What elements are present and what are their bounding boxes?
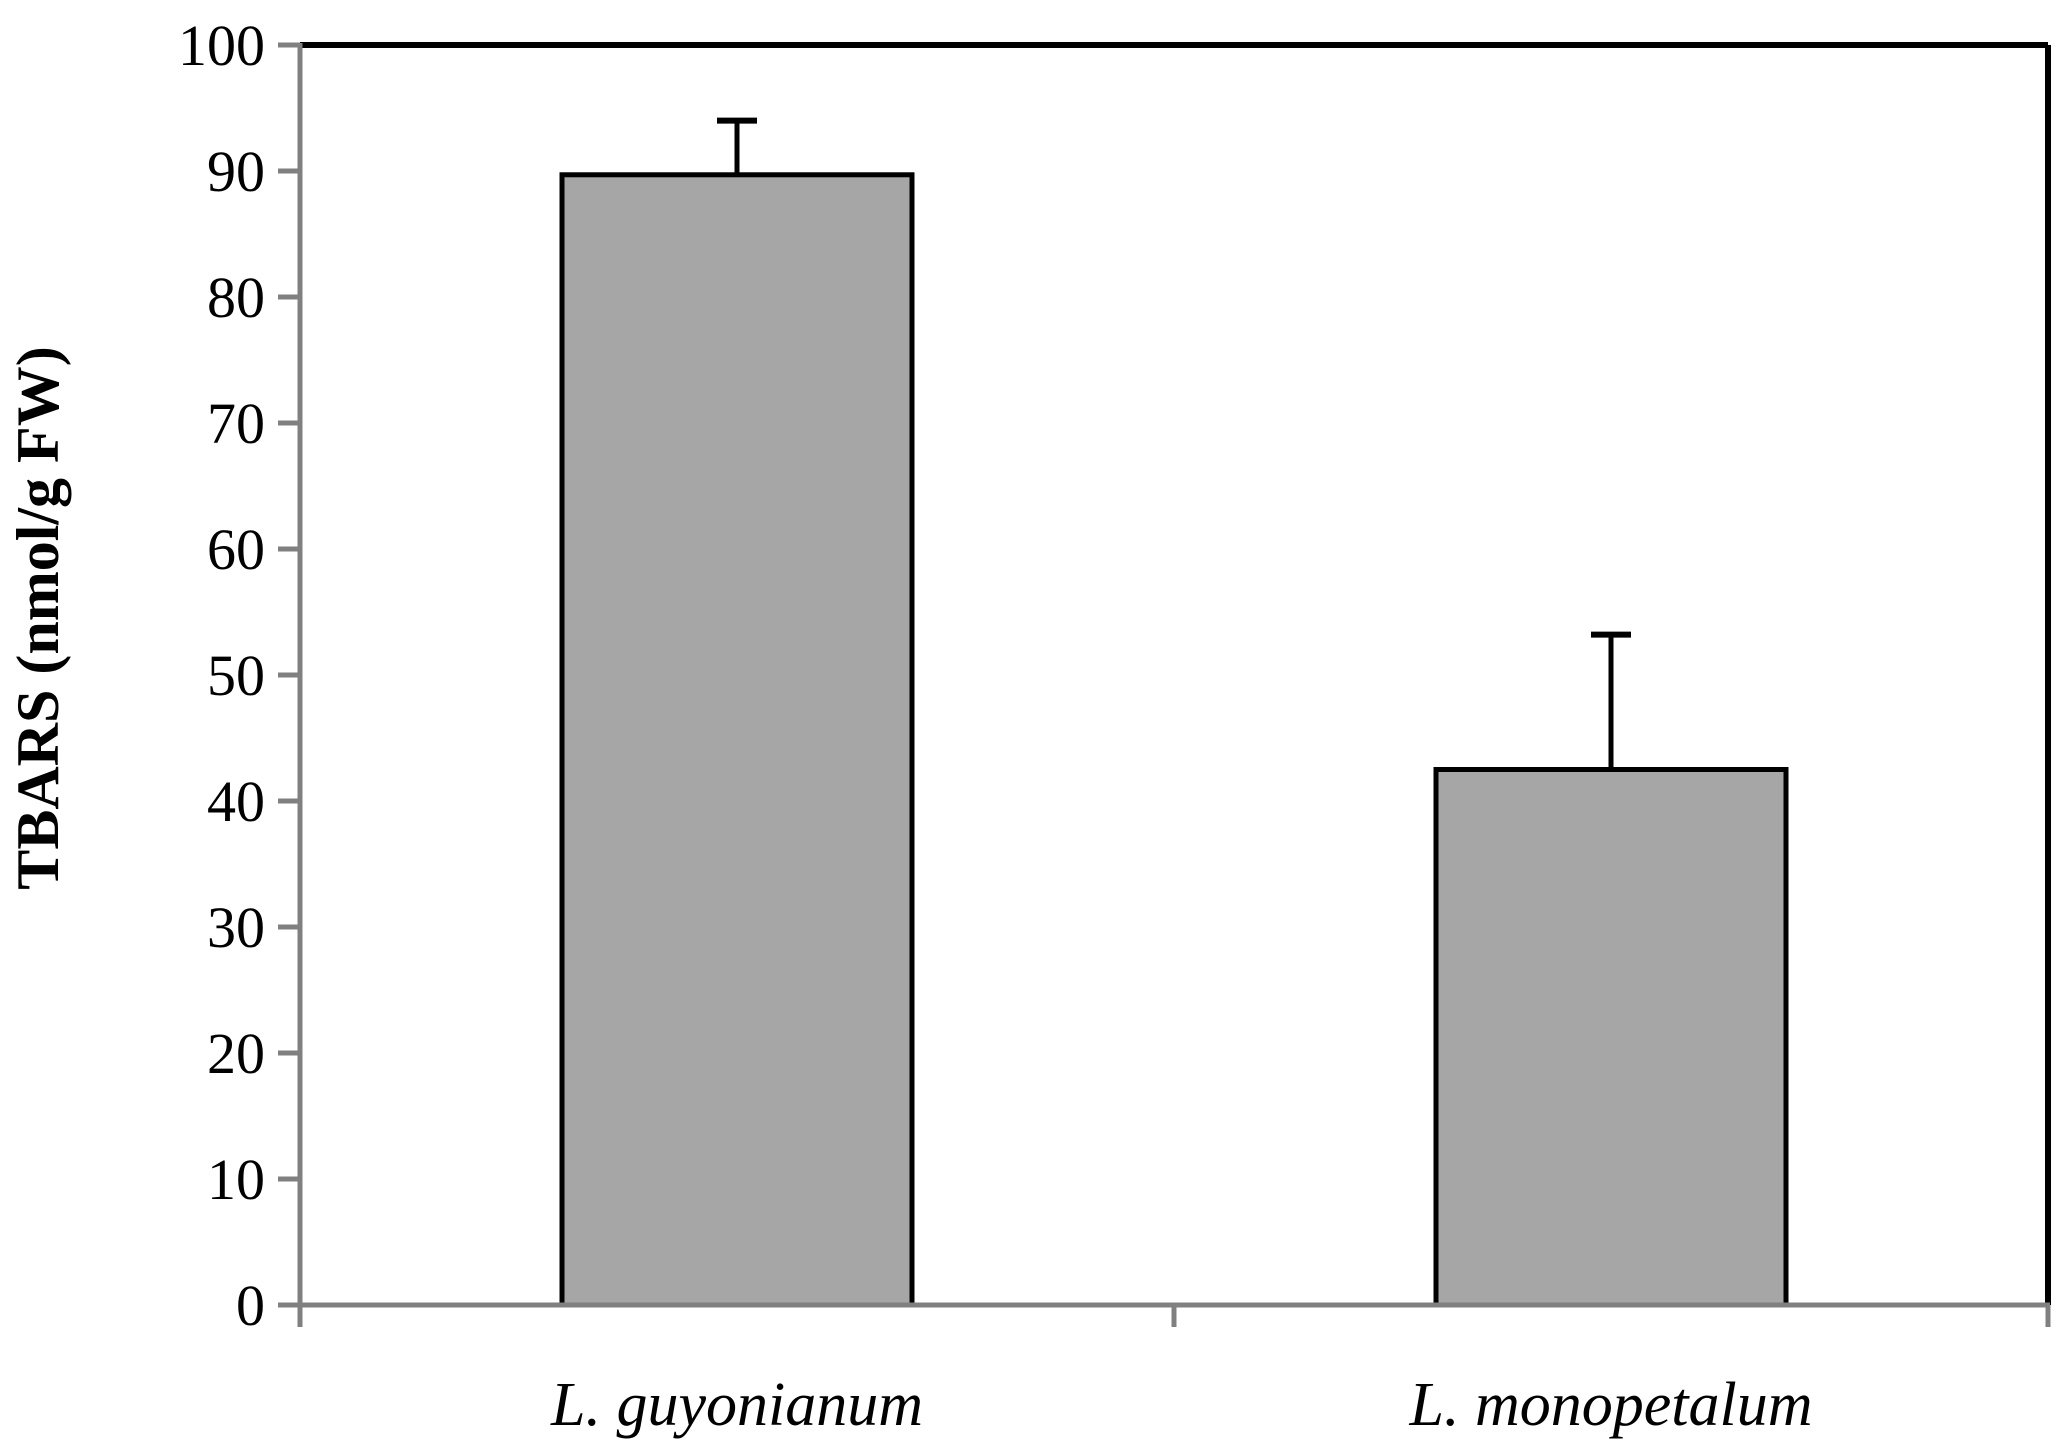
y-tick-labels: 0 10 20 30 40 50 60 70 80 90 100	[178, 13, 265, 1338]
bar-1	[559, 172, 915, 1308]
y-tick-label-90: 90	[207, 139, 265, 204]
y-tick-label-40: 40	[207, 769, 265, 834]
y-tick-label-0: 0	[236, 1273, 265, 1338]
bar-2	[1433, 767, 1789, 1308]
x-category-label-1: L. guyonianum	[550, 1371, 923, 1439]
bars	[559, 117, 1789, 1308]
x-category-label-2: L. monopetalum	[1409, 1371, 1813, 1439]
y-tick-label-100: 100	[178, 13, 265, 78]
y-tick-label-50: 50	[207, 643, 265, 708]
y-tick-label-30: 30	[207, 895, 265, 960]
y-tick-label-60: 60	[207, 517, 265, 582]
y-tick-label-70: 70	[207, 391, 265, 456]
y-tick-label-80: 80	[207, 265, 265, 330]
y-axis-title: TBARS (nmol/g FW)	[5, 346, 71, 889]
axes	[278, 42, 2051, 1327]
x-category-labels: L. guyonianum L. monopetalum	[550, 1371, 1813, 1439]
plot-frame	[300, 42, 2051, 1305]
y-tick-label-20: 20	[207, 1021, 265, 1086]
y-tick-label-10: 10	[207, 1147, 265, 1212]
